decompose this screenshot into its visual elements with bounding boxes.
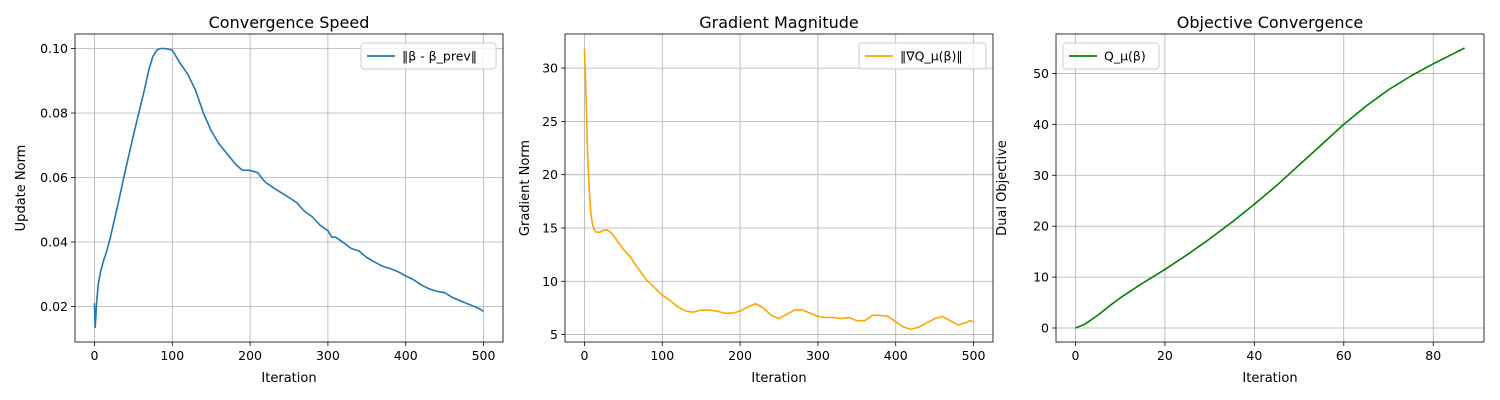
x-tick-label: 100 [650,348,674,363]
y-axis-label: Gradient Norm [518,140,533,236]
x-tick-label: 60 [1336,348,1352,363]
y-tick-label: 0 [1041,321,1049,336]
y-tick-label: 0.04 [40,235,68,250]
legend-box [360,42,497,70]
gridlines [565,34,993,342]
x-tick-label: 40 [1246,348,1262,363]
x-tick-label: 0 [580,348,588,363]
y-axis-label: Update Norm [14,145,29,232]
y-axis-label: Dual Objective [995,140,1010,236]
x-tick-label: 100 [160,348,184,363]
legend-box [858,42,987,70]
x-tick-label: 500 [962,348,986,363]
legend: ‖∇Q_μ(β)‖ [858,42,987,70]
plot-frame [564,33,994,343]
y-tick-label: 5 [550,327,558,342]
series-line-1 [583,48,974,331]
legend: ‖β - β_prev‖ [360,42,497,70]
plot-frame [1055,33,1485,343]
legend: Q_μ(β) [1062,42,1160,70]
x-tick-label: 300 [806,348,830,363]
x-tick-label: 300 [316,348,340,363]
y-tick-label: 30 [1033,168,1049,183]
y-tick-label: 10 [542,274,558,289]
y-tick-label: 0.02 [40,299,68,314]
y-tick-label: 20 [1033,219,1049,234]
legend-label: ‖∇Q_μ(β)‖ [900,49,963,64]
y-tick-label: 0.08 [40,106,68,121]
legend-label: Q_μ(β) [1104,49,1146,64]
chart-title: Convergence Speed [209,13,370,32]
x-tick-label: 400 [394,348,418,363]
chart-panel-3: 0 20 40 60 80 0 10 20 30 40 50 Objective Convergenc… [995,13,1485,386]
x-tick-label: 20 [1157,348,1173,363]
y-tick-label: 40 [1033,117,1049,132]
y-tick-label: 50 [1033,66,1049,81]
gridlines [1056,34,1484,342]
x-tick-label: 500 [472,348,496,363]
chart-panel-1: 0 100 200 300 400 500 0.02 0.04 0.06 0.08 0.10 Conv… [14,13,504,386]
y-tick-label: 15 [542,220,558,235]
chart-title: Objective Convergence [1177,13,1363,32]
x-tick-label: 400 [884,348,908,363]
series-line-1 [93,47,484,329]
x-tick-label: 200 [728,348,752,363]
x-tick-label: 0 [90,348,98,363]
x-tick-label: 0 [1071,348,1079,363]
y-tick-label: 0.06 [40,170,68,185]
chart-title: Gradient Magnitude [699,13,859,32]
y-tick-label: 25 [542,114,558,129]
x-tick-label: 200 [238,348,262,363]
legend-label: ‖β - β_prev‖ [402,49,477,64]
x-axis-label: Iteration [261,371,316,386]
gridlines [75,34,503,342]
y-tick-label: 30 [542,61,558,76]
y-tick-label: 10 [1033,270,1049,285]
legend-box [1062,42,1160,70]
plot-frame [74,33,504,343]
y-tick-label: 20 [542,167,558,182]
series-line-1 [1075,47,1465,329]
x-axis-label: Iteration [1242,371,1297,386]
x-axis-label: Iteration [751,371,806,386]
y-tick-label: 0.10 [40,41,68,56]
chart-panel-2: 0 100 200 300 400 500 5 10 15 20 25 30 Gradient Magn… [518,13,994,386]
x-tick-label: 80 [1425,348,1441,363]
